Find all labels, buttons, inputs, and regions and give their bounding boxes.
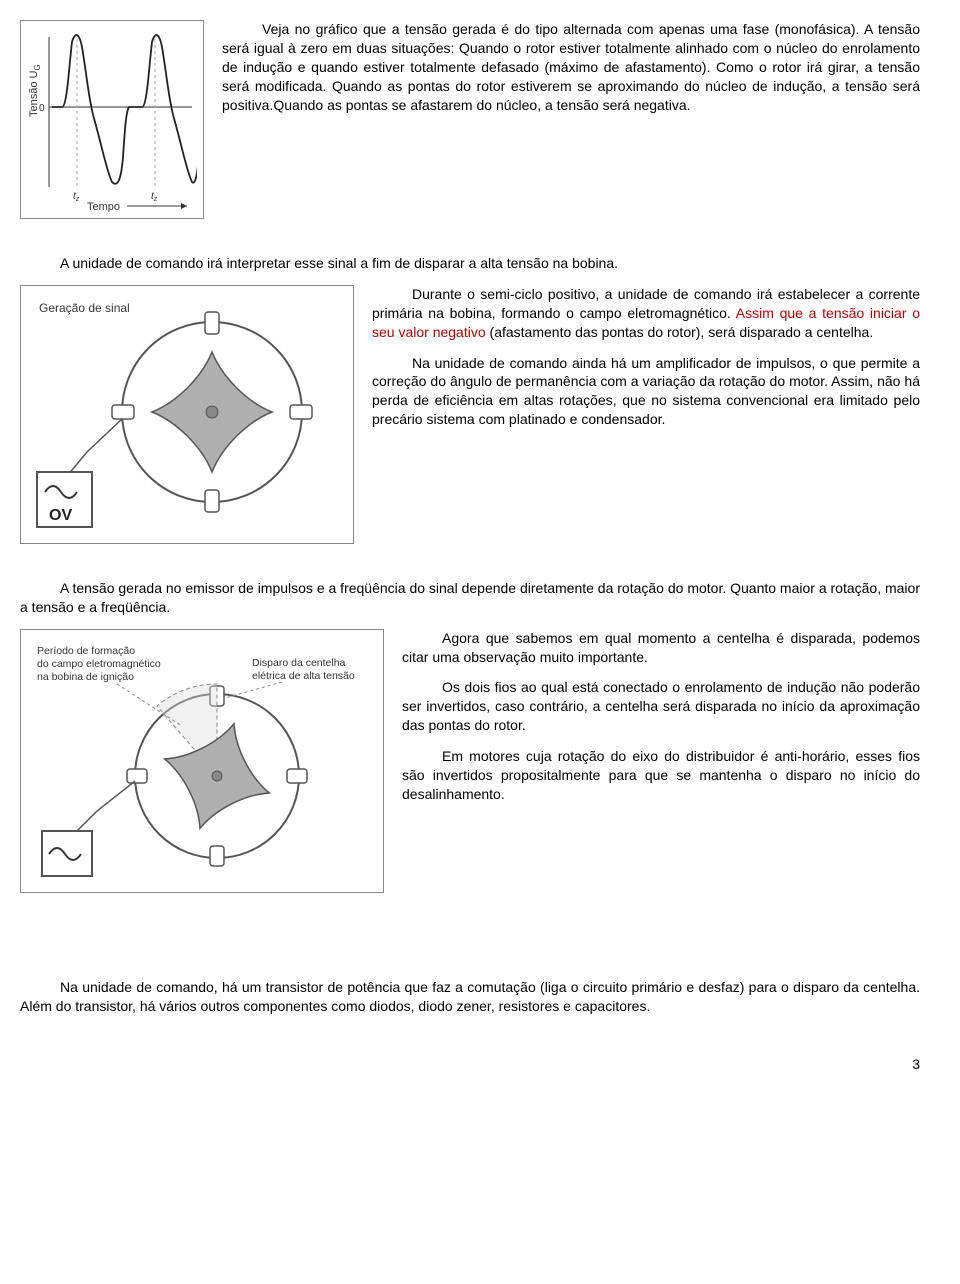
svg-text:do campo eletromagnético: do campo eletromagnético xyxy=(37,658,161,670)
paragraph-5: A tensão gerada no emissor de impulsos e… xyxy=(20,579,920,617)
figure-signal-generation: Geração de sinal xyxy=(20,285,354,544)
svg-text:tz: tz xyxy=(151,191,158,203)
svg-text:tz: tz xyxy=(73,191,80,203)
svg-text:OV: OV xyxy=(49,507,72,524)
page-number: 3 xyxy=(20,1055,920,1074)
svg-text:Tempo: Tempo xyxy=(87,201,120,212)
svg-text:Geração de sinal: Geração de sinal xyxy=(39,301,130,315)
svg-text:Disparo da centelha: Disparo da centelha xyxy=(252,657,346,669)
section-1: Tensão UG 0 tz tz Tempo xyxy=(20,20,920,229)
paragraph-3c: (afastamento das pontas do rotor), será … xyxy=(486,324,874,340)
section-3: Período de formação do campo eletromagné… xyxy=(20,629,920,903)
section-2: Geração de sinal xyxy=(20,285,920,554)
paragraph-9: Na unidade de comando, há um transistor … xyxy=(20,978,920,1016)
svg-text:Período de formação: Período de formação xyxy=(37,645,135,657)
svg-text:0: 0 xyxy=(39,103,45,114)
svg-text:na bobina de ignição: na bobina de ignição xyxy=(37,671,134,683)
svg-text:elétrica de alta tensão: elétrica de alta tensão xyxy=(252,670,355,682)
figure-spark-timing: Período de formação do campo eletromagné… xyxy=(20,629,384,893)
paragraph-2: A unidade de comando irá interpretar ess… xyxy=(20,254,920,273)
figure-waveform: Tensão UG 0 tz tz Tempo xyxy=(20,20,204,219)
